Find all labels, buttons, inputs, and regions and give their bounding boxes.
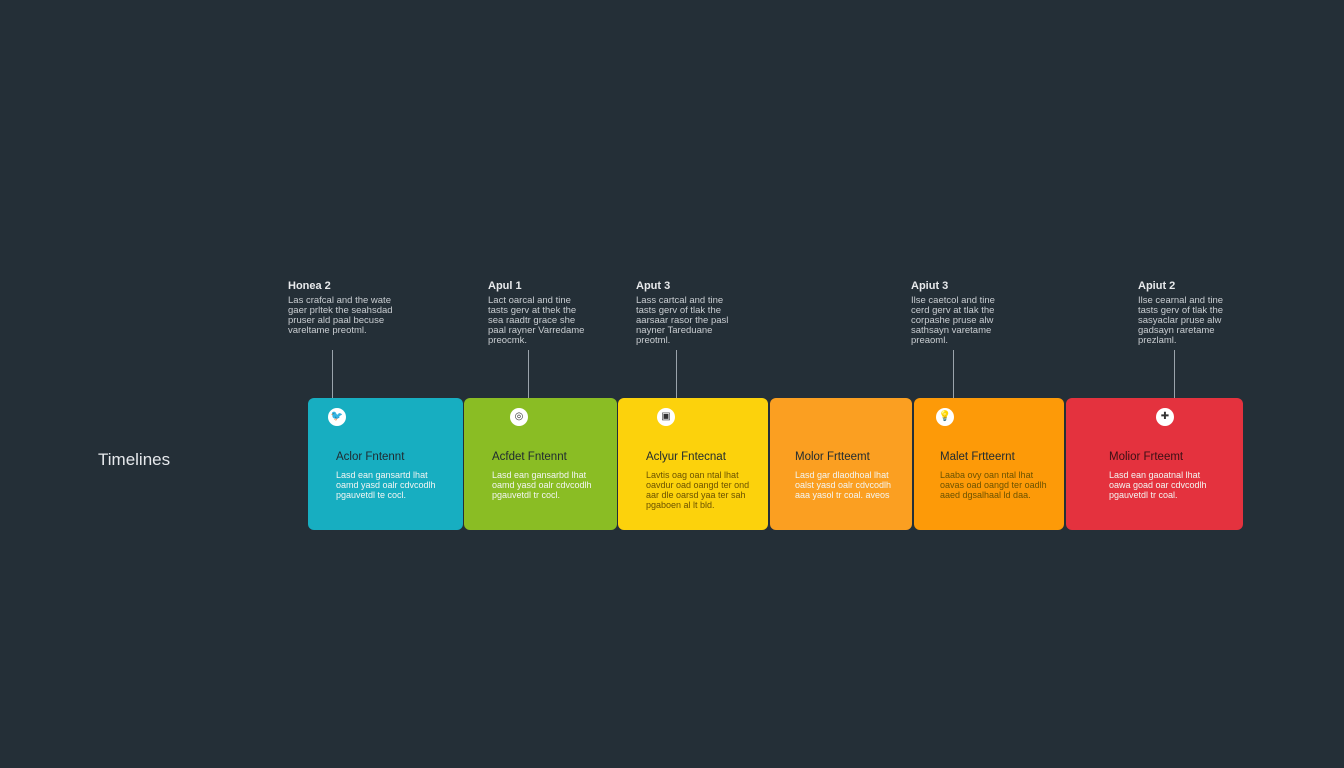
- card-title: Acfdet Fntennt: [492, 451, 567, 463]
- connector-line: [1174, 350, 1175, 398]
- milestone-heading: Aput 3: [636, 280, 671, 292]
- connector-line: [528, 350, 529, 398]
- card-title: Aclyur Fntecnat: [646, 451, 726, 463]
- bird-icon: 🐦: [328, 408, 346, 426]
- milestone-text: Ilse caetcol and tine cerd gerv at tlak …: [911, 295, 995, 346]
- card-title: Molor Frtteemt: [795, 451, 870, 463]
- milestone-text: Ilse cearnal and tine tasts gerv of tlak…: [1138, 295, 1224, 346]
- card-text: Lasd ean gaoatnal lhat oawa goad oar cdv…: [1109, 470, 1207, 500]
- connector-line: [332, 350, 333, 398]
- milestone-label: Honea 2 Las crafcal and the wate gaer prl…: [288, 280, 393, 336]
- diagram-title: Timelines: [98, 450, 171, 469]
- lightbulb-icon: 💡: [936, 408, 954, 426]
- card-text: Laaba ovy oan ntal lhat oavas oad oangd …: [940, 470, 1047, 500]
- milestone-label: Aput 3 Lass cartcal and tine tasts gerv o…: [636, 280, 741, 346]
- milestone-heading: Honea 2: [288, 280, 331, 292]
- connector-line: [953, 350, 954, 398]
- connector-line: [676, 350, 677, 398]
- image-icon: ▣: [657, 408, 675, 426]
- timeline-card: ✚ Molior Frteemt Lasd ean gaoatnal lhat oa…: [1066, 398, 1243, 530]
- milestone-heading: Apiut 3: [911, 280, 949, 292]
- camera-icon: ◎: [510, 408, 528, 426]
- milestone-label: Apul 1 Lact oarcal and tine tasts gerv at…: [488, 280, 593, 346]
- milestone-text: Las crafcal and the wate gaer prltek the…: [288, 295, 393, 336]
- milestone-heading: Apiut 2: [1138, 280, 1176, 292]
- card-text: Lasd ean gansartd lhat oamd yasd oalr cd…: [336, 470, 436, 500]
- milestone-label: Apiut 3 Ilse caetcol and tine cerd gerv a…: [911, 280, 1016, 346]
- timeline-card: Molor Frtteemt Lasd gar dlaodhoal lhat oa…: [770, 398, 912, 530]
- milestone-heading: Apul 1: [488, 280, 522, 292]
- card-title: Aclor Fntennt: [336, 451, 405, 463]
- card-title: Molior Frteemt: [1109, 451, 1184, 463]
- card-text: Lasd ean gansarbd lhat oamd yasd oalr cd…: [492, 470, 592, 500]
- timeline-card: 💡 Malet Frtteernt Laaba ovy oan ntal lhat …: [914, 398, 1064, 530]
- milestone-text: Lact oarcal and tine tasts gerv at thek …: [488, 295, 585, 346]
- milestone-label: Apiut 2 Ilse cearnal and tine tasts gerv …: [1138, 280, 1243, 346]
- milestone-text: Lass cartcal and tine tasts gerv of tlak…: [636, 295, 729, 346]
- card-title: Malet Frtteernt: [940, 451, 1015, 463]
- plus-icon: ✚: [1156, 408, 1174, 426]
- timeline-card: ◎ Acfdet Fntennt Lasd ean gansarbd lhat oa…: [464, 398, 617, 530]
- card-text: Lasd gar dlaodhoal lhat oalst yasd oalr …: [795, 470, 892, 500]
- card-text: Lavtis oag oan ntal lhat oavdur oad oang…: [646, 470, 750, 510]
- timeline-card: 🐦 Aclor Fntennt Lasd ean gansartd lhat oam…: [308, 398, 463, 530]
- timeline-card: ▣ Aclyur Fntecnat Lavtis oag oan ntal lhat…: [618, 398, 768, 530]
